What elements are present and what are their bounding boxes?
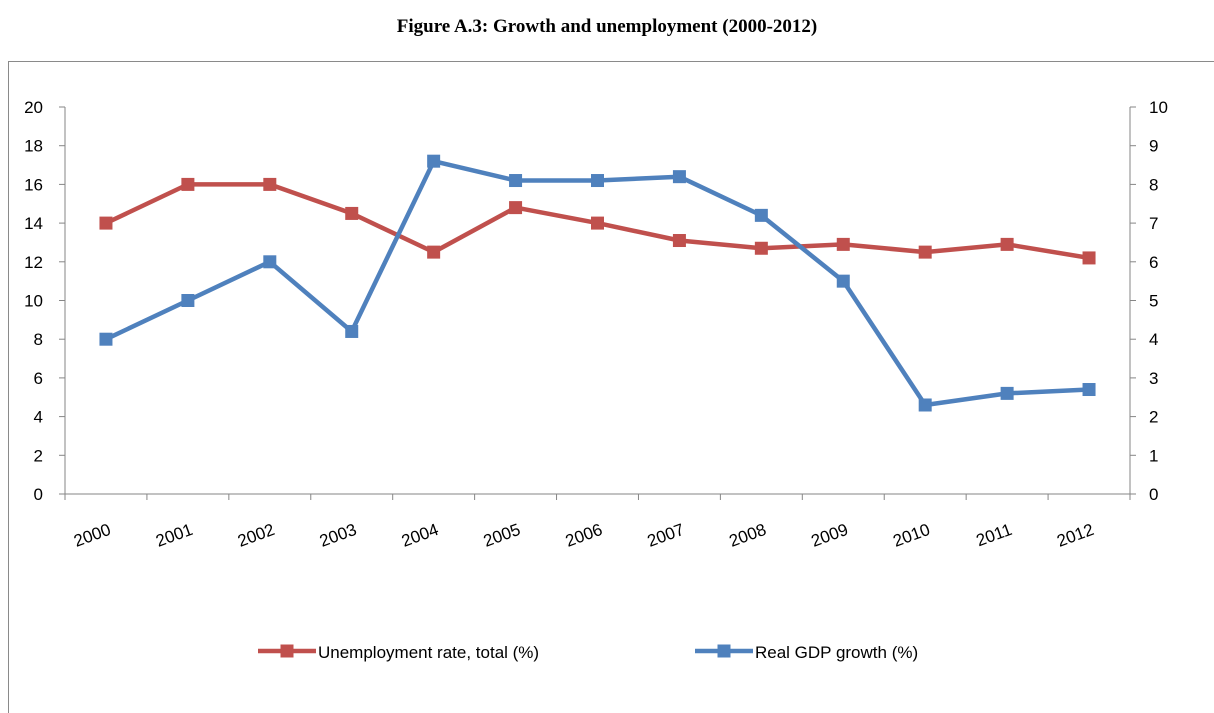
data-point-marker (591, 174, 604, 188)
y-right-tick-label: 10 (1149, 98, 1168, 117)
x-tick-label: 2004 (399, 520, 441, 551)
y-right-tick-label: 1 (1149, 446, 1158, 465)
y-right-tick-label: 4 (1149, 330, 1158, 349)
x-tick-label: 2008 (727, 520, 769, 551)
data-point-marker (509, 174, 523, 188)
chart-legend: Unemployment rate, total (%) Real GDP gro… (258, 643, 918, 662)
x-tick-label: 2007 (645, 520, 687, 551)
data-point-marker (181, 177, 195, 191)
y-right-tick-label: 9 (1149, 137, 1158, 156)
data-point-marker (99, 216, 113, 230)
x-tick-label: 2003 (317, 520, 359, 551)
data-point-marker (99, 332, 113, 346)
x-tick-label: 2000 (71, 520, 113, 551)
series-unemployment (99, 177, 1096, 265)
x-tick-label: 2011 (974, 520, 1015, 550)
data-point-marker (672, 170, 686, 184)
data-point-marker (427, 154, 441, 168)
x-tick-label: 2005 (481, 520, 523, 551)
legend-label: Unemployment rate, total (%) (318, 643, 539, 662)
y-left-tick-label: 2 (34, 446, 43, 465)
y-right-tick-label: 2 (1149, 408, 1158, 427)
legend-item: Unemployment rate, total (%) (258, 643, 539, 662)
data-point-marker (345, 206, 359, 220)
x-tick-label: 2002 (235, 520, 277, 551)
data-point-marker (754, 208, 768, 222)
y-left-tick-label: 16 (24, 175, 43, 194)
data-point-marker (1082, 251, 1096, 265)
data-point-marker (754, 241, 768, 255)
y-left-tick-label: 20 (24, 98, 43, 117)
y-right-tick-label: 5 (1149, 292, 1158, 311)
y-right-tick-label: 7 (1149, 214, 1158, 233)
x-tick-label: 2012 (1054, 520, 1096, 551)
y-left-tick-label: 10 (24, 292, 43, 311)
y-right-tick-label: 3 (1149, 369, 1158, 388)
x-tick-label: 2006 (563, 520, 605, 551)
series-line (103, 158, 1092, 408)
x-tick-label: 2010 (891, 520, 933, 551)
data-point-marker (918, 245, 932, 259)
data-point-marker (509, 201, 523, 215)
data-point-marker (591, 216, 604, 230)
legend-label: Real GDP growth (%) (755, 643, 918, 662)
y-left-tick-label: 8 (34, 330, 43, 349)
data-point-marker (918, 398, 932, 412)
x-tick-label: 2009 (809, 520, 851, 551)
y-right-tick-label: 6 (1149, 253, 1158, 272)
y-left-tick-label: 4 (34, 408, 43, 427)
chart-frame (8, 61, 1214, 713)
y-left-tick-label: 14 (24, 214, 43, 233)
data-point-marker (1000, 386, 1014, 400)
legend-marker (280, 644, 294, 658)
data-point-marker (181, 294, 195, 307)
page-title: Figure A.3: Growth and unemployment (200… (396, 16, 818, 37)
data-point-marker (1000, 237, 1014, 251)
data-point-marker (263, 177, 277, 191)
y-left-tick-label: 12 (24, 253, 43, 272)
y-right-tick-label: 0 (1149, 485, 1158, 504)
data-point-marker (836, 237, 850, 251)
y-left-tick-label: 6 (34, 369, 43, 388)
series-gdp (99, 154, 1096, 412)
chart-series (99, 154, 1096, 412)
legend-item: Real GDP growth (%) (695, 643, 918, 662)
legend-marker (717, 644, 731, 658)
y-left-tick-label: 0 (34, 485, 43, 504)
data-point-marker (345, 324, 359, 338)
x-tick-label: 2001 (153, 520, 195, 551)
data-point-marker (836, 274, 850, 288)
data-point-marker (672, 234, 686, 248)
y-left-tick-label: 18 (24, 137, 43, 156)
data-point-marker (263, 255, 277, 269)
data-point-marker (1082, 383, 1096, 397)
data-point-marker (427, 245, 441, 259)
y-right-tick-label: 8 (1149, 175, 1158, 194)
